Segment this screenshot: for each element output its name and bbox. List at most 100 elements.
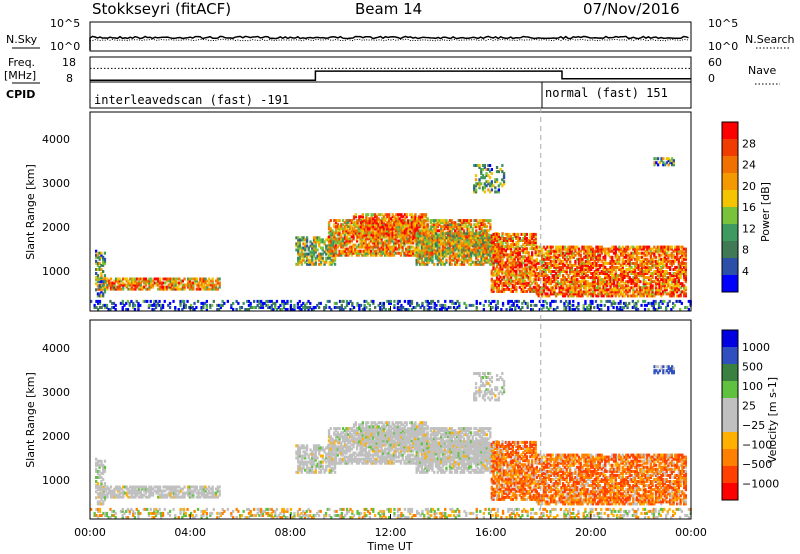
power-cell	[480, 254, 483, 258]
power-cell	[396, 229, 399, 233]
power-cell	[496, 299, 499, 303]
power-cell	[361, 221, 364, 225]
power-cell	[527, 287, 530, 291]
power-cell	[366, 253, 369, 257]
power-cell	[379, 227, 382, 231]
power-cell	[499, 289, 502, 293]
power-cell	[412, 215, 415, 219]
power-cell	[303, 306, 307, 309]
power-cell	[586, 290, 589, 294]
power-cell	[135, 299, 138, 303]
power-cell	[644, 261, 647, 265]
power-cell	[396, 221, 399, 225]
power-cell	[239, 308, 242, 311]
power-cell	[333, 223, 336, 227]
power-cell	[309, 252, 312, 256]
power-cell	[440, 308, 443, 311]
power-cell	[558, 274, 561, 278]
power-cell	[414, 235, 417, 239]
power-cell	[311, 254, 314, 258]
power-cell	[447, 237, 450, 241]
power-cell	[509, 281, 513, 285]
power-cell	[649, 255, 652, 259]
power-cell	[651, 261, 654, 265]
power-cell	[628, 276, 631, 280]
power-cell	[375, 227, 378, 231]
power-cell	[438, 244, 441, 248]
power-cell	[137, 287, 141, 291]
power-cell	[576, 286, 579, 290]
power-cell	[534, 235, 537, 238]
power-cell	[321, 258, 324, 262]
power-cell	[304, 248, 307, 252]
power-cell	[485, 229, 488, 233]
power-cell	[646, 290, 649, 294]
power-cell	[345, 225, 348, 229]
power-cell	[452, 252, 455, 256]
power-cell	[393, 215, 396, 219]
power-cell	[160, 281, 163, 285]
power-cell	[509, 289, 513, 293]
power-cell	[495, 269, 499, 273]
power-cell	[568, 306, 571, 309]
power-cell	[345, 241, 348, 245]
power-cell	[350, 225, 353, 229]
power-cell	[382, 241, 385, 245]
power-cell	[508, 253, 511, 257]
power-cell	[427, 236, 431, 240]
power-cell	[581, 245, 584, 249]
noise-search-line	[89, 38, 689, 42]
power-cell	[410, 251, 413, 255]
power-cell	[525, 251, 528, 255]
power-cell	[494, 303, 498, 307]
power-cell	[524, 255, 527, 259]
power-cell	[340, 235, 343, 239]
power-cell	[572, 276, 575, 280]
power-cell	[403, 229, 407, 233]
power-cell	[502, 277, 506, 281]
power-cell	[590, 249, 593, 253]
power-cell	[132, 306, 135, 309]
power-cell	[374, 223, 377, 227]
power-cell	[639, 268, 642, 271]
power-cell	[139, 277, 142, 281]
power-cell	[607, 247, 610, 251]
power-cell	[445, 236, 448, 240]
power-cell	[518, 279, 521, 283]
power-cell	[96, 294, 100, 298]
power-cell	[107, 308, 110, 311]
power-cell	[469, 256, 473, 260]
power-cell	[307, 258, 310, 262]
power-cell	[235, 299, 238, 303]
power-cell	[377, 225, 380, 229]
power-cell	[616, 247, 619, 251]
power-cell	[633, 301, 636, 305]
power-cell	[541, 270, 544, 273]
power-cell	[649, 278, 652, 282]
power-cell	[415, 240, 418, 244]
power-cell	[144, 287, 148, 291]
power-cell	[623, 274, 626, 278]
power-cell	[297, 250, 300, 254]
power-cell	[343, 231, 346, 235]
power-cell	[520, 271, 523, 275]
power-cell	[508, 259, 511, 263]
power-cell	[359, 239, 362, 243]
power-cell	[321, 246, 324, 250]
power-cell	[361, 308, 364, 311]
power-cell	[593, 278, 596, 282]
power-cell	[177, 308, 180, 311]
power-cell	[501, 249, 504, 253]
power-cell	[518, 237, 521, 240]
power-cell	[508, 247, 511, 251]
power-cell	[553, 288, 556, 292]
power-cell	[565, 261, 568, 265]
power-cell	[413, 237, 417, 241]
power-cell	[487, 252, 490, 256]
power-cell	[616, 290, 619, 294]
power-cell	[607, 294, 610, 298]
power-cell	[487, 236, 490, 240]
power-cell	[438, 256, 441, 260]
power-cell	[329, 229, 332, 233]
power-cell	[518, 265, 521, 269]
